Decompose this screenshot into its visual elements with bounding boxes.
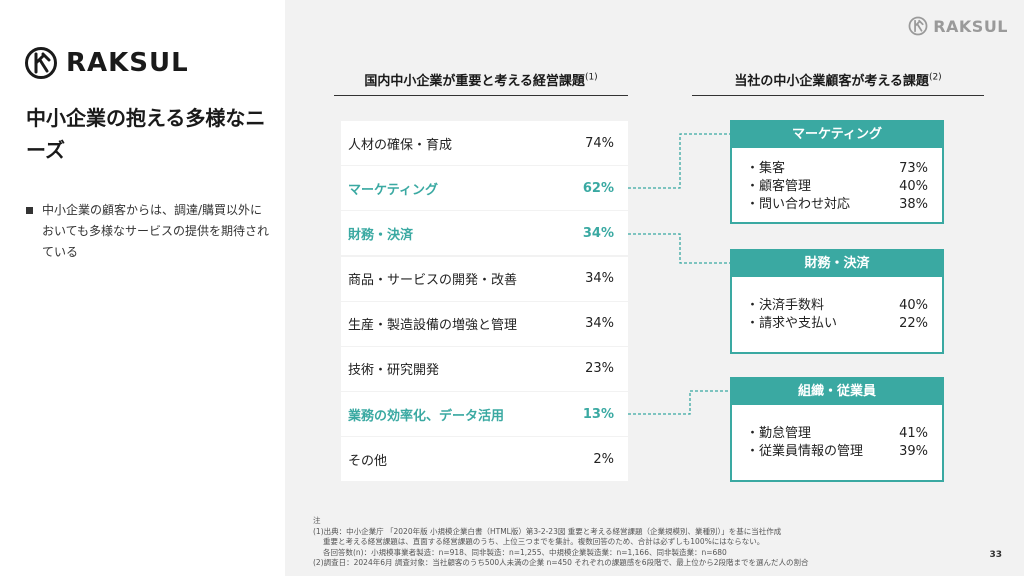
raksul-logo-small-icon: [908, 16, 928, 36]
row-value: 34%: [585, 316, 614, 332]
table-row: その他 2%: [341, 437, 628, 482]
row-value: 74%: [585, 135, 614, 151]
row-label: 財務・決済: [348, 227, 414, 243]
boxes-heading-note: (2): [928, 72, 942, 83]
box-item-label: ・顧客管理: [746, 179, 812, 194]
box-item-value: 22%: [899, 316, 928, 331]
table-row: 人材の確保・育成 74%: [341, 121, 628, 165]
boxes-heading-text: 当社の中小企業顧客が考える課題: [734, 74, 929, 89]
left-panel: [0, 0, 285, 576]
box-item: ・顧客管理 40%: [732, 178, 942, 196]
row-label: その他: [348, 453, 388, 469]
brand-logo-text: RAKSUL: [66, 48, 189, 78]
row-value: 2%: [593, 451, 614, 467]
bullet-point: 中小企業の顧客からは、調達/購買以外においても多様なサービスの提供を期待されてい…: [26, 200, 271, 263]
row-label: 生産・製造設備の増強と管理: [348, 318, 518, 334]
page-title: 中小企業の抱える多様なニーズ: [26, 106, 266, 162]
box-item: ・請求や支払い 22%: [732, 315, 942, 333]
footnote-line: 重要と考える経営課題は、直面する経営課題のうち、上位三つまでを集計。複数回答のた…: [323, 537, 765, 546]
box-item: ・集客 73%: [732, 160, 942, 178]
footnote-line: (2)調査日：2024年6月 調査対象：当社顧客のうち500人未満の企業 n=4…: [313, 558, 809, 567]
table-row: 商品・サービスの開発・改善 34%: [341, 256, 628, 301]
box-item-value: 73%: [899, 161, 928, 176]
row-label: マーケティング: [348, 182, 438, 198]
box-marketing: マーケティング ・集客 73% ・顧客管理 40% ・問い合わせ対応 38%: [730, 120, 944, 224]
box-item-label: ・集客: [746, 161, 786, 176]
page-number: 33: [989, 550, 1002, 560]
row-value: 34%: [585, 271, 614, 287]
boxes-heading: 当社の中小企業顧客が考える課題(2): [692, 70, 984, 96]
raksul-logo-icon: [25, 47, 57, 79]
bullet-text: 中小企業の顧客からは、調達/購買以外においても多様なサービスの提供を期待されてい…: [42, 203, 270, 259]
box-item-value: 39%: [899, 444, 928, 459]
box-item: ・従業員情報の管理 39%: [732, 443, 942, 461]
footnote-line: (1)出典：中小企業庁 「2020年版 小規模企業白書（HTML版）第3-2-2…: [313, 526, 782, 536]
box-title: マーケティング: [732, 122, 942, 148]
box-finance: 財務・決済 ・決済手数料 40% ・請求や支払い 22%: [730, 249, 944, 354]
footnotes: 注 (1)出典：中小企業庁 「2020年版 小規模企業白書（HTML版）第3-2…: [313, 516, 953, 569]
box-item-label: ・請求や支払い: [746, 316, 838, 331]
footnote-line: 各回答数(n)：小規模事業者製造：n=918、同非製造：n=1,255、中規模企…: [323, 547, 727, 557]
row-label: 人材の確保・育成: [348, 137, 453, 153]
box-item: ・問い合わせ対応 38%: [732, 196, 942, 214]
box-item: ・決済手数料 40%: [732, 297, 942, 315]
box-title: 組織・従業員: [732, 379, 942, 405]
table-heading-note: (1): [584, 72, 598, 83]
row-value: 34%: [582, 225, 614, 241]
table-heading: 国内中小企業が重要と考える経営課題(1): [334, 70, 628, 96]
bullet-square-icon: [26, 207, 33, 214]
box-item-label: ・決済手数料: [746, 298, 825, 313]
box-item-value: 40%: [899, 298, 928, 313]
table-heading-text: 国内中小企業が重要と考える経営課題: [364, 74, 585, 89]
box-item-value: 40%: [899, 179, 928, 194]
issues-table: 人材の確保・育成 74% マーケティング 62% 財務・決済 34% 商品・サービスの…: [341, 121, 628, 483]
table-row-highlight: マーケティング 62%: [341, 166, 628, 211]
box-item-value: 38%: [899, 197, 928, 212]
brand-logo: RAKSUL: [24, 46, 189, 80]
row-value: 23%: [585, 361, 614, 377]
box-organization: 組織・従業員 ・勤怠管理 41% ・従業員情報の管理 39%: [730, 377, 944, 482]
box-item-value: 41%: [899, 426, 928, 441]
box-item-label: ・勤怠管理: [746, 426, 812, 441]
header-logo-text: RAKSUL: [933, 16, 1008, 36]
row-label: 技術・研究開発: [348, 363, 440, 379]
table-row: 生産・製造設備の増強と管理 34%: [341, 301, 628, 346]
box-item: ・勤怠管理 41%: [732, 425, 942, 443]
table-row-highlight: 業務の効率化、データ活用 13%: [341, 392, 628, 437]
header-logo: RAKSUL: [908, 16, 1008, 36]
box-title: 財務・決済: [732, 251, 942, 277]
row-value: 62%: [582, 180, 614, 196]
row-label: 商品・サービスの開発・改善: [348, 273, 518, 289]
row-value: 13%: [582, 406, 614, 422]
table-row: 技術・研究開発 23%: [341, 346, 628, 391]
row-label: 業務の効率化、データ活用: [348, 408, 505, 424]
footnote-label: 注: [313, 516, 321, 525]
box-item-label: ・従業員情報の管理: [746, 444, 864, 459]
box-item-label: ・問い合わせ対応: [746, 197, 851, 212]
table-row-highlight: 財務・決済 34%: [341, 211, 628, 256]
